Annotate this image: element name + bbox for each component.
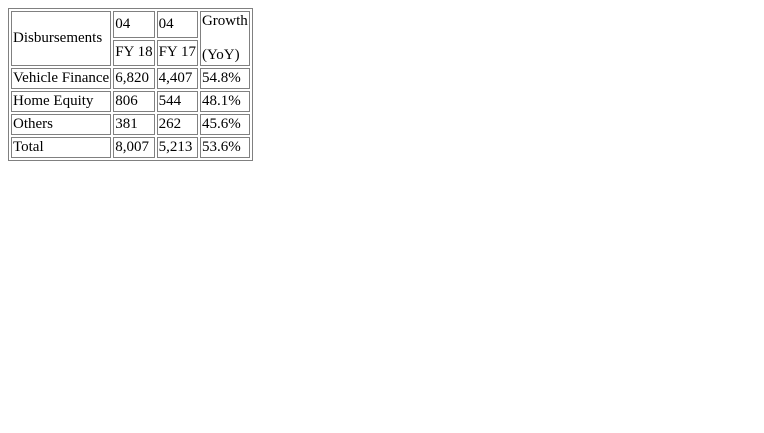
row-label-vehicle-finance: Vehicle Finance xyxy=(11,68,112,89)
header-growth-cell: Growth (YoY) xyxy=(199,11,250,66)
disbursements-table-wrapper: Disbursements 04 04 Growth (YoY) FY 18 F… xyxy=(8,8,253,161)
header-growth-spacer xyxy=(202,30,248,47)
table-row: Home Equity 806 544 48.1% xyxy=(11,91,250,112)
table-header-row-1: Disbursements 04 04 Growth (YoY) xyxy=(11,11,250,66)
cell-growth-value: 48.1% xyxy=(199,91,250,112)
row-label-home-equity: Home Equity xyxy=(11,91,112,112)
table-row: Others 381 262 45.6% xyxy=(11,114,250,135)
cell-fy18-value: 381 xyxy=(113,114,155,135)
disbursements-table: Disbursements 04 04 Growth (YoY) FY 18 F… xyxy=(8,8,253,161)
cell-fy17-value: 4,407 xyxy=(156,68,198,89)
header-fy17-quarter: 04 xyxy=(156,11,198,38)
header-fy18-quarter: 04 xyxy=(113,11,155,38)
cell-growth-value: 54.8% xyxy=(199,68,250,89)
cell-fy17-value: 5,213 xyxy=(156,137,198,158)
cell-fy17-value: 544 xyxy=(156,91,198,112)
cell-fy18-value: 806 xyxy=(113,91,155,112)
cell-growth-value: 53.6% xyxy=(199,137,250,158)
cell-fy17-value: 262 xyxy=(156,114,198,135)
header-growth-label: Growth xyxy=(201,13,248,29)
cell-fy18-value: 6,820 xyxy=(113,68,155,89)
row-label-total: Total xyxy=(11,137,112,158)
cell-fy18-value: 8,007 xyxy=(113,137,155,158)
table-row-total: Total 8,007 5,213 53.6% xyxy=(11,137,250,158)
header-growth-yoy-label: (YoY) xyxy=(201,47,240,63)
table-row: Vehicle Finance 6,820 4,407 54.8% xyxy=(11,68,250,89)
table-header-row-2: FY 18 FY 17 xyxy=(11,39,250,66)
cell-growth-value: 45.6% xyxy=(199,114,250,135)
corner-header-cell: Disbursements xyxy=(11,11,112,66)
header-fy18-year: FY 18 xyxy=(113,39,155,66)
row-label-others: Others xyxy=(11,114,112,135)
header-fy17-year: FY 17 xyxy=(156,39,198,66)
